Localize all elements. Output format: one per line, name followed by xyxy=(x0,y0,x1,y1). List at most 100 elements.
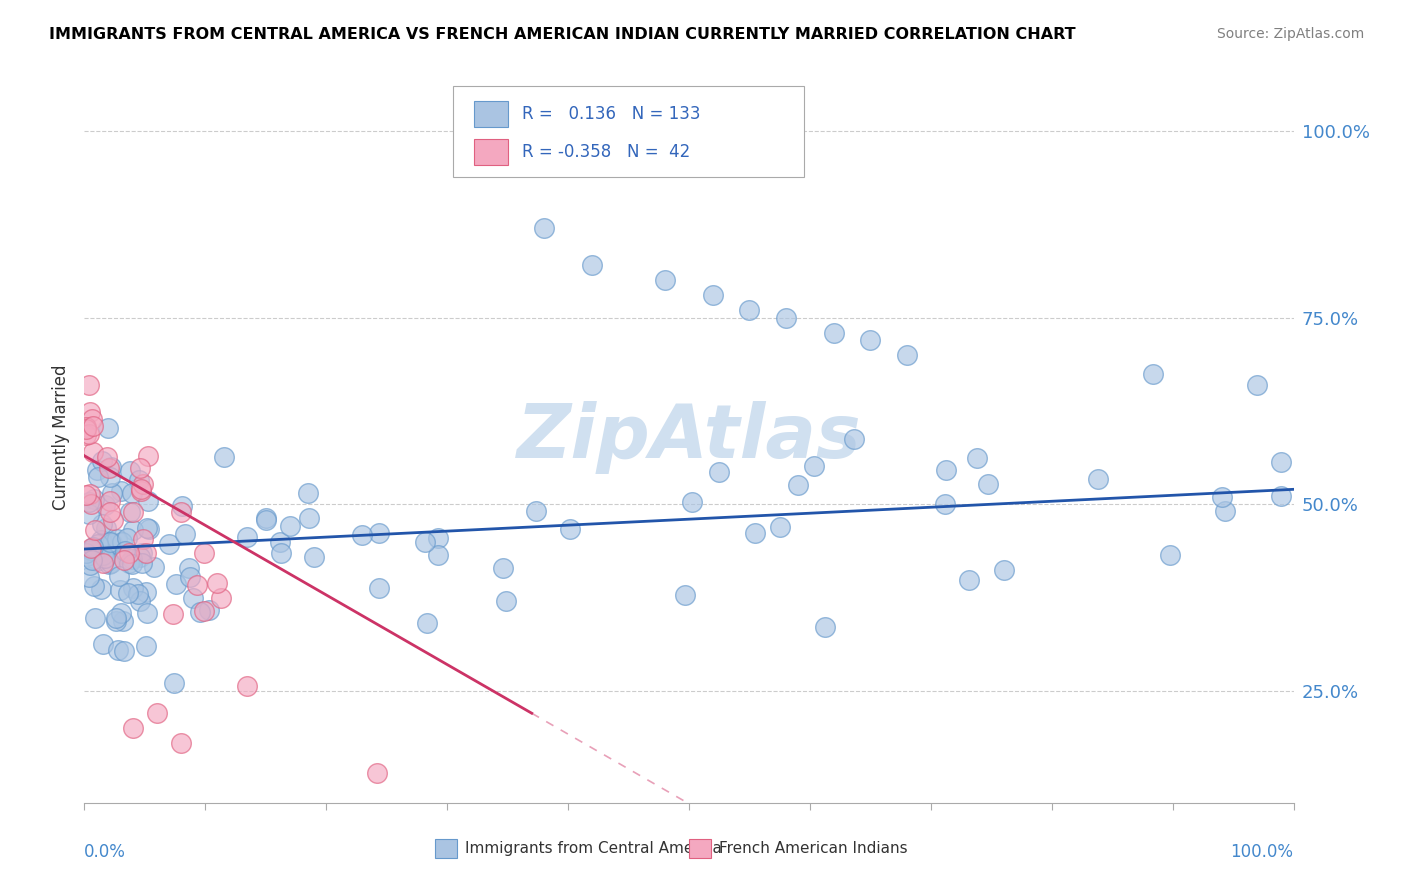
Point xyxy=(75,422,97,436)
Point xyxy=(135,521,157,535)
Point xyxy=(97,460,120,475)
Point xyxy=(135,546,157,560)
Point xyxy=(1087,472,1109,486)
Point xyxy=(135,606,157,620)
Point xyxy=(368,581,391,595)
Point xyxy=(205,575,228,590)
Point xyxy=(1211,490,1233,504)
Point xyxy=(115,531,138,545)
Point xyxy=(681,495,703,509)
Point xyxy=(111,535,134,549)
Point xyxy=(91,517,114,532)
Point xyxy=(79,558,101,572)
Point xyxy=(163,676,186,690)
Text: R = -0.358   N =  42: R = -0.358 N = 42 xyxy=(522,143,690,161)
Point xyxy=(138,522,160,536)
FancyBboxPatch shape xyxy=(453,86,804,178)
Point xyxy=(100,460,122,475)
Point xyxy=(87,537,110,551)
Point xyxy=(79,543,101,558)
Point xyxy=(179,570,201,584)
Point xyxy=(209,591,232,606)
Point xyxy=(121,558,143,572)
Point xyxy=(110,484,132,499)
Point xyxy=(170,499,193,513)
Point xyxy=(157,537,180,551)
Point xyxy=(143,560,166,574)
Point xyxy=(188,606,211,620)
Point xyxy=(786,478,808,492)
Point xyxy=(82,445,104,459)
Point xyxy=(128,473,150,487)
Point xyxy=(533,221,555,235)
Point xyxy=(1270,455,1292,469)
Point xyxy=(298,511,321,525)
Point xyxy=(100,535,122,549)
Text: Immigrants from Central America: Immigrants from Central America xyxy=(465,841,723,856)
Point xyxy=(121,552,143,566)
Point xyxy=(136,449,159,463)
Point xyxy=(413,535,436,549)
Point xyxy=(118,556,141,570)
Text: R =   0.136   N = 133: R = 0.136 N = 133 xyxy=(522,104,700,123)
Point xyxy=(76,549,98,563)
Point xyxy=(492,561,515,575)
Point xyxy=(842,432,865,446)
Point xyxy=(117,586,139,600)
Point xyxy=(90,582,112,597)
Point xyxy=(90,533,112,547)
Point xyxy=(91,549,114,563)
Point xyxy=(132,477,155,491)
Point xyxy=(254,511,277,525)
Point xyxy=(75,428,97,442)
Point xyxy=(131,556,153,570)
Point xyxy=(100,534,122,549)
Point xyxy=(122,523,145,537)
Point xyxy=(75,546,97,560)
Point xyxy=(105,611,128,625)
Point xyxy=(823,326,845,340)
Point xyxy=(162,607,184,621)
Point xyxy=(165,577,187,591)
Point xyxy=(82,418,104,433)
Point xyxy=(859,333,882,347)
Point xyxy=(91,637,114,651)
Point xyxy=(96,450,118,465)
Point xyxy=(105,615,128,629)
Point xyxy=(121,486,143,500)
Point xyxy=(105,532,128,546)
Point xyxy=(129,483,152,497)
Point xyxy=(82,552,104,566)
Point xyxy=(80,541,103,555)
Point xyxy=(112,614,135,628)
Point xyxy=(302,549,325,564)
Point xyxy=(118,546,141,560)
Point xyxy=(100,494,122,508)
Point xyxy=(101,513,124,527)
Point xyxy=(97,557,120,571)
Point xyxy=(94,521,117,535)
Point xyxy=(426,531,449,545)
Point xyxy=(350,527,373,541)
Bar xyxy=(474,139,508,165)
Point xyxy=(744,525,766,540)
Point xyxy=(127,587,149,601)
Point xyxy=(235,530,257,544)
Point xyxy=(132,532,155,546)
Point xyxy=(654,273,676,287)
Point xyxy=(90,454,112,468)
Point xyxy=(77,426,100,441)
Bar xyxy=(474,101,508,127)
Point xyxy=(896,348,918,362)
Point xyxy=(935,463,957,477)
Point xyxy=(129,549,152,564)
Point xyxy=(1159,548,1181,562)
Point xyxy=(181,591,204,605)
Point xyxy=(100,556,122,570)
Text: 0.0%: 0.0% xyxy=(84,843,127,861)
Point xyxy=(77,495,100,509)
Point xyxy=(76,488,98,502)
Point xyxy=(122,505,145,519)
Point xyxy=(93,498,115,512)
Point xyxy=(83,492,105,507)
